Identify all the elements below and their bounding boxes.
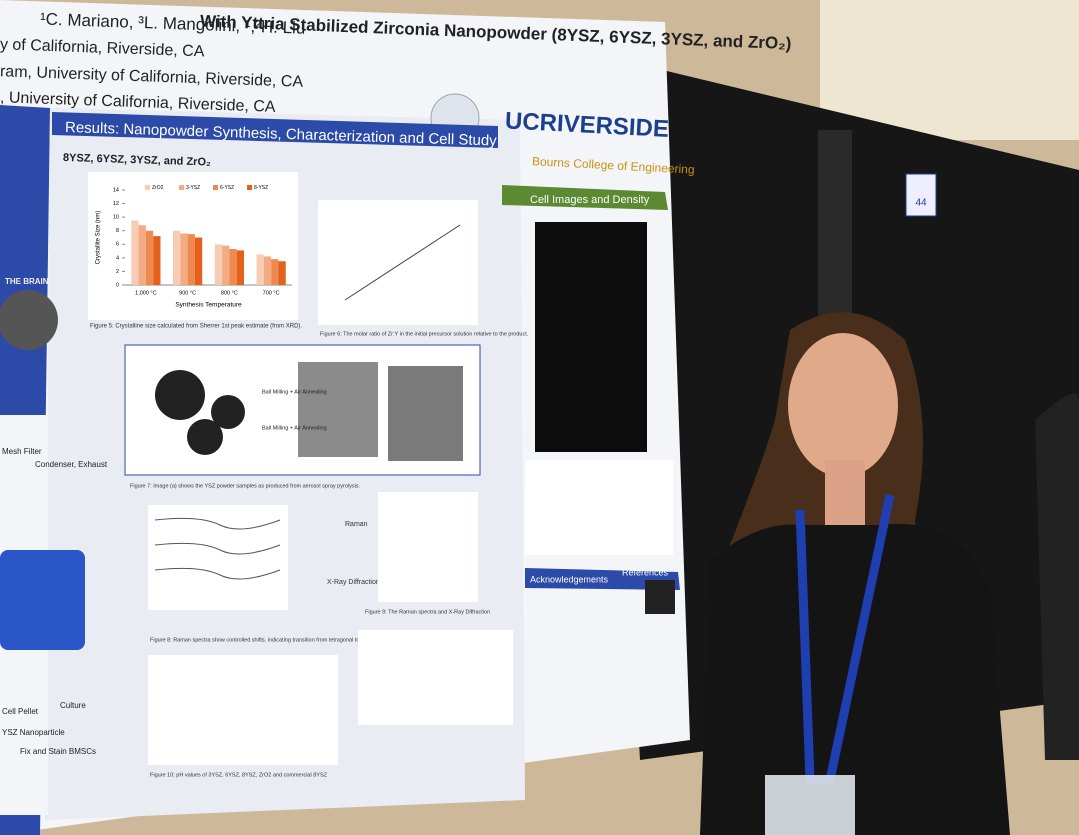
tem-image xyxy=(298,362,378,457)
ph-chart xyxy=(358,630,513,725)
bar xyxy=(222,245,230,285)
bar xyxy=(187,234,195,285)
y-tick-label: 4 xyxy=(116,255,119,261)
bar xyxy=(214,244,223,285)
figure-9 xyxy=(378,492,478,602)
y-tick-label: 10 xyxy=(113,215,119,221)
poster-number-card xyxy=(905,173,937,217)
hex-grid xyxy=(0,550,85,650)
neck xyxy=(825,460,865,535)
y-tick-label: 6 xyxy=(116,242,119,248)
qr-code xyxy=(645,580,675,614)
y-tick-label: 8 xyxy=(116,228,119,234)
bar xyxy=(153,236,161,285)
other-person xyxy=(1035,393,1079,760)
left-label: YSZ Nanoparticle xyxy=(2,728,65,737)
x-tick-label: 700 °C xyxy=(263,290,280,296)
bar xyxy=(173,230,181,285)
bar xyxy=(194,237,203,285)
caption: Figure 7: Image (a) shows the YSZ powder… xyxy=(130,483,361,489)
subheader: 8YSZ, 6YSZ, 3YSZ, and ZrO₂ xyxy=(63,152,211,169)
legend-label: 6-YSZ xyxy=(220,185,234,191)
caption: Figure 6: The molar ratio of Zr:Y in the… xyxy=(320,331,529,337)
brain-label: THE BRAIN xyxy=(5,277,49,286)
particle-image xyxy=(187,419,223,455)
bar xyxy=(263,256,272,285)
legend-label: 8-YSZ xyxy=(254,185,268,191)
ack-header: Acknowledgements xyxy=(530,574,609,584)
light-wall xyxy=(820,0,1079,140)
y-tick-label: 0 xyxy=(116,282,119,288)
y-tick-label: 2 xyxy=(116,269,119,275)
particle-image xyxy=(211,395,245,429)
results-header-bar xyxy=(52,112,498,148)
face xyxy=(788,333,898,477)
panel-label: Raman xyxy=(345,521,368,528)
figure-6 xyxy=(318,200,478,325)
left-label: Culture xyxy=(60,701,86,710)
bar xyxy=(145,230,154,285)
caption: Figure 9: The Raman spectra and X-Ray Di… xyxy=(365,609,490,615)
cell-images xyxy=(535,222,647,452)
left-label: Condenser, Exhaust xyxy=(35,460,108,469)
y-tick-label: 14 xyxy=(113,187,119,193)
cell-header-bar xyxy=(502,185,668,210)
density-chart xyxy=(525,460,673,555)
figure-8 xyxy=(148,505,288,610)
raman-curves xyxy=(154,517,281,580)
bar xyxy=(256,254,264,285)
process-label: Ball Milling + Air Annealing xyxy=(262,425,327,431)
legend-label: 3-YSZ xyxy=(186,185,200,191)
left-label: Fix and Stain BMSCs xyxy=(20,747,96,756)
bar xyxy=(278,261,286,285)
bar xyxy=(236,250,244,285)
panel-label: X-Ray Diffraction xyxy=(327,579,380,586)
left-label: Cell Pellet xyxy=(2,707,39,716)
ref-header: References xyxy=(622,567,669,577)
ph-chart xyxy=(148,655,338,765)
y-tick-label: 12 xyxy=(113,201,119,207)
caption: Figure 10: pH values of 3YSZ, 6YSZ, 8YSZ… xyxy=(150,772,328,778)
bar xyxy=(131,220,139,285)
caption: Figure 5: Crystalline size calculated fr… xyxy=(90,324,302,330)
cell-header: Cell Images and Density xyxy=(530,194,650,206)
x-tick-label: 900 °C xyxy=(179,290,196,296)
bar xyxy=(138,225,146,285)
trend-line xyxy=(344,224,461,301)
x-tick-label: 800 °C xyxy=(221,290,238,296)
legend-swatch xyxy=(179,185,184,190)
x-tick-label: 1,000 °C xyxy=(135,290,156,296)
x-axis-label: Synthesis Temperature xyxy=(175,302,242,309)
particle-image xyxy=(155,370,205,420)
name-badge xyxy=(765,775,855,835)
bar xyxy=(229,249,237,285)
y-axis-label: Crystallite Size (nm) xyxy=(96,211,102,265)
process-label: Ball Milling + Air Annealing xyxy=(262,389,327,395)
left-label: Mesh Filter xyxy=(2,447,42,456)
legend-swatch xyxy=(213,185,218,190)
poster-number: 44 xyxy=(915,198,927,209)
tem-image xyxy=(388,366,463,461)
bar xyxy=(271,259,279,285)
hex-block xyxy=(0,550,85,650)
legend-swatch xyxy=(145,185,150,190)
brain-logo xyxy=(0,290,58,350)
legend-label: ZrO2 xyxy=(152,185,164,191)
legend-swatch xyxy=(247,185,252,190)
bar xyxy=(180,233,188,285)
caption: Figure 8: Raman spectra show controlled … xyxy=(150,637,392,643)
ack-bar xyxy=(525,568,680,590)
